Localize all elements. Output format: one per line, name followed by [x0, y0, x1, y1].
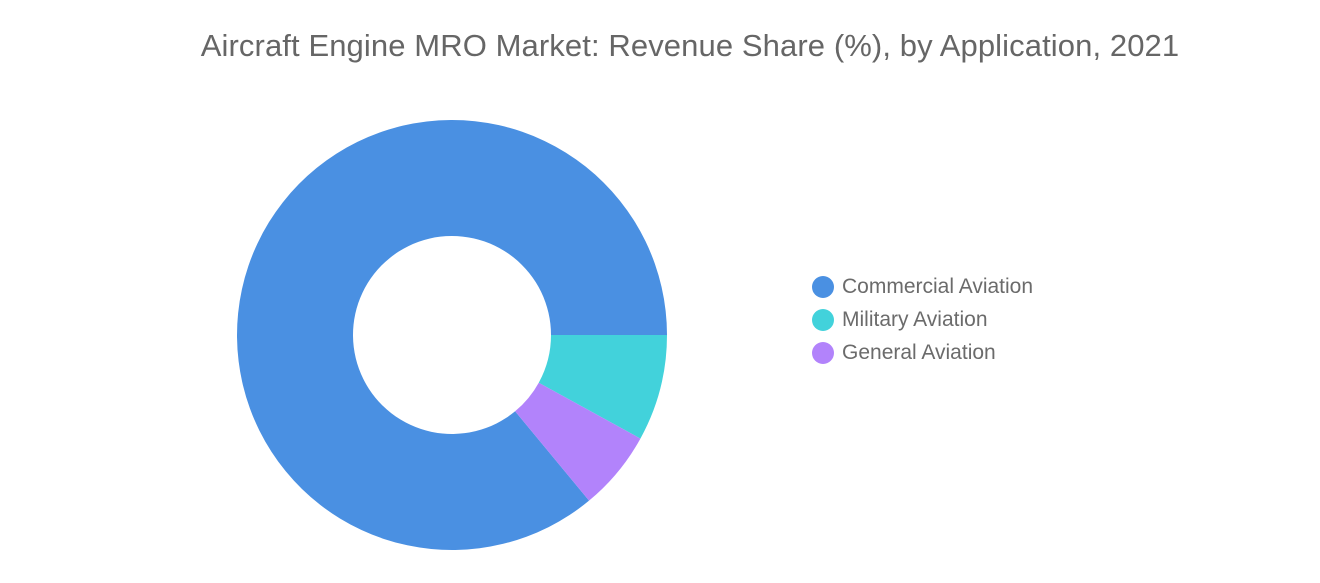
legend-swatch-general-aviation — [812, 341, 834, 364]
legend-swatch-commercial-aviation — [812, 275, 834, 298]
legend-label-military-aviation: Military Aviation — [842, 307, 988, 331]
legend-item-commercial-aviation[interactable]: Commercial Aviation — [812, 270, 1033, 303]
legend: Commercial Aviation Military Aviation Ge… — [812, 270, 1033, 369]
legend-label-general-aviation: General Aviation — [842, 340, 996, 364]
legend-item-general-aviation[interactable]: General Aviation — [812, 336, 1033, 369]
legend-label-commercial-aviation: Commercial Aviation — [842, 274, 1034, 298]
slice-military-aviation[interactable] — [538, 335, 667, 439]
legend-swatch-military-aviation — [812, 308, 834, 331]
legend-item-military-aviation[interactable]: Military Aviation — [812, 303, 1033, 336]
slice-commercial-aviation[interactable] — [237, 119, 667, 550]
chart-title: Aircraft Engine MRO Market: Revenue Shar… — [200, 28, 1180, 63]
slice-general-aviation[interactable] — [515, 382, 641, 501]
